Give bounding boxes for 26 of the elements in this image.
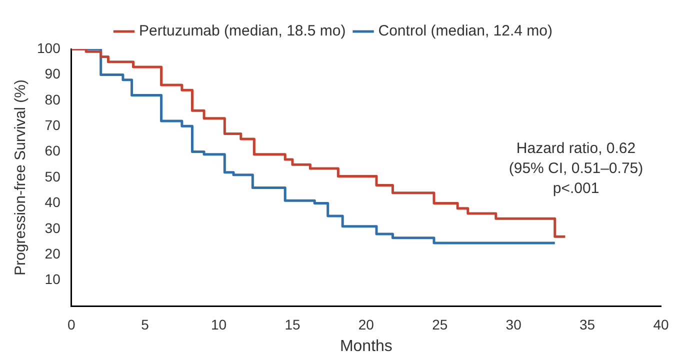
y-tick-label: 70: [44, 116, 61, 133]
y-tick-label: 90: [44, 66, 61, 82]
annotation: p<.001: [552, 180, 600, 198]
x-tick-label: 15: [284, 316, 300, 332]
legend-label: Control (median, 12.4 mo): [378, 22, 553, 40]
y-tick-label: 100: [37, 40, 61, 56]
x-tick-label: 30: [506, 316, 522, 332]
x-tick-label: 35: [580, 316, 596, 332]
y-tick-label: 40: [44, 194, 61, 210]
x-tick-label: 5: [141, 316, 150, 332]
y-tick-label: 60: [44, 142, 61, 159]
x-tick-label: 0: [67, 316, 76, 332]
y-tick-label: 30: [44, 220, 61, 236]
x-axis-title: Months: [340, 338, 392, 355]
annotation: Hazard ratio, 0.62: [516, 140, 636, 158]
y-axis-title: Progression-free Survival (%): [12, 80, 30, 276]
x-tick-label: 20: [358, 316, 374, 332]
y-tick-label: 20: [44, 245, 61, 262]
y-tick-label: 50: [44, 168, 61, 184]
legend-label: Pertuzumab (median, 18.5 mo): [138, 22, 346, 40]
y-tick-label: 80: [44, 91, 61, 108]
x-tick-label: 40: [653, 316, 669, 332]
y-tick-label: 10: [44, 271, 61, 288]
x-tick-label: 10: [210, 316, 227, 332]
annotation: (95% CI, 0.51–0.75): [508, 160, 644, 178]
x-tick-label: 25: [432, 316, 448, 332]
